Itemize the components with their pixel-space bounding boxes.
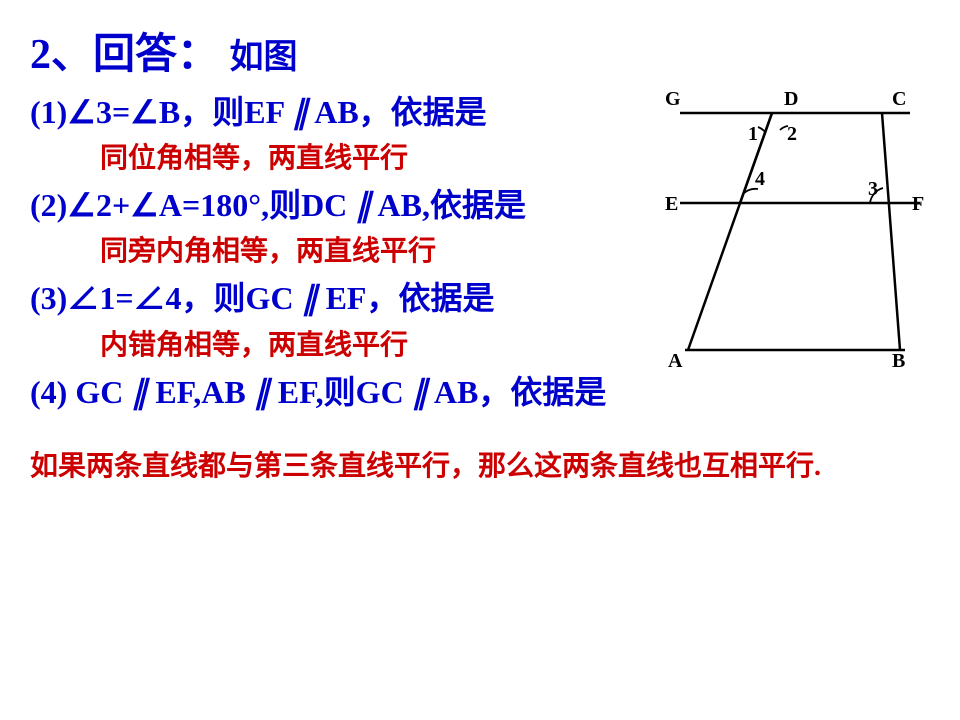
svg-text:A: A [668, 350, 683, 372]
q3-part-a: (3)∠1=∠4，则GC [30, 280, 294, 316]
parallel-icon: ∥ [131, 374, 147, 410]
figure-svg: G D C E F A B 1 2 4 3 [660, 85, 930, 375]
q4-part-c: EF,则GC [278, 374, 404, 410]
title: 2、回答： 如图 [30, 20, 930, 81]
parallel-icon: ∥ [355, 187, 371, 223]
title-main: 2、回答： [30, 32, 219, 78]
svg-text:D: D [784, 88, 798, 110]
svg-text:E: E [665, 193, 678, 215]
svg-text:C: C [892, 88, 906, 110]
q4-part-a: (4) GC [30, 374, 131, 410]
answer-4: 如果两条直线都与第三条直线平行，那么这两条直线也互相平行. [30, 444, 930, 484]
svg-text:B: B [892, 350, 905, 372]
svg-text:3: 3 [868, 178, 878, 200]
svg-text:1: 1 [748, 123, 758, 145]
q2-part-b: AB,依据是 [378, 187, 526, 223]
q1-part-a: (1)∠3=∠B，则EF [30, 94, 284, 130]
q4-part-d: AB，依据是 [434, 374, 606, 410]
q3-part-b: EF，依据是 [326, 280, 495, 316]
geometry-figure: G D C E F A B 1 2 4 3 [660, 85, 930, 380]
parallel-icon: ∥ [302, 280, 318, 316]
q4-part-b: EF,AB [155, 374, 253, 410]
parallel-icon: ∥ [292, 94, 308, 130]
svg-text:2: 2 [787, 123, 797, 145]
page-root: 2、回答： 如图 (1)∠3=∠B，则EF ∥ AB，依据是 同位角相等，两直线… [0, 0, 960, 720]
svg-text:4: 4 [755, 168, 765, 190]
q1-part-b: AB，依据是 [314, 94, 486, 130]
svg-text:F: F [912, 193, 924, 215]
parallel-icon: ∥ [254, 374, 270, 410]
parallel-icon: ∥ [412, 374, 428, 410]
q2-part-a: (2)∠2+∠A=180°,则DC [30, 187, 347, 223]
svg-text:G: G [665, 88, 681, 110]
title-sub: 如图 [230, 39, 298, 76]
